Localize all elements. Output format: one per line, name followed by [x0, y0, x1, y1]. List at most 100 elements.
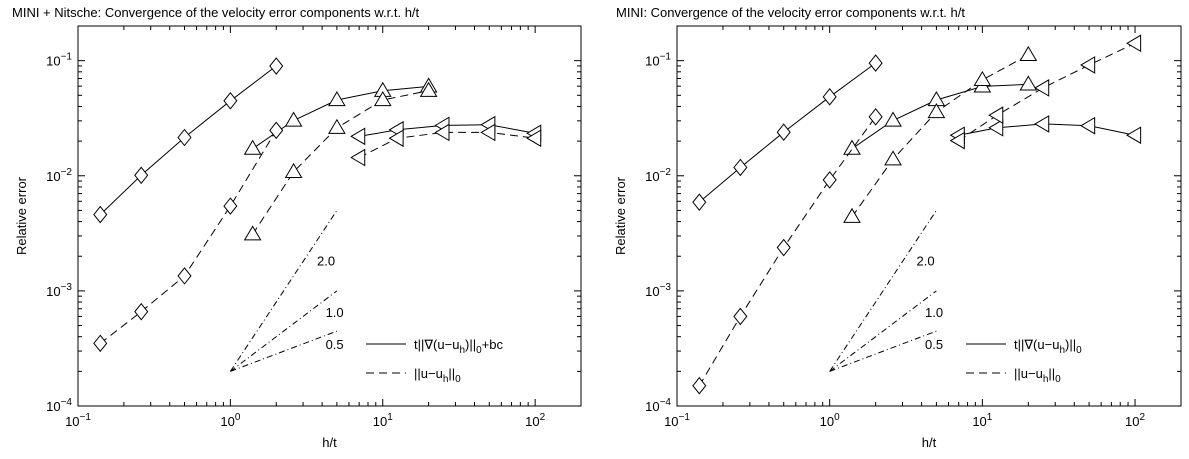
data-marker — [328, 91, 346, 107]
data-marker — [328, 118, 346, 134]
series-line — [252, 90, 429, 235]
x-axis-label: h/t — [322, 435, 337, 450]
x-axis: 10−1 100 101 102 — [664, 26, 1182, 429]
data-marker — [134, 302, 149, 321]
data-marker — [269, 121, 284, 140]
series-0 — [692, 54, 883, 211]
data-marker — [177, 267, 192, 285]
data-marker — [927, 103, 946, 119]
series-1 — [243, 77, 438, 155]
data-marker — [373, 91, 392, 107]
data-marker — [243, 139, 262, 155]
legend-label: ||u−uh||0 — [1014, 366, 1061, 385]
x-tick-label: 101 — [373, 412, 393, 429]
chart-panel-left: MINI + Nitsche: Convergence of the veloc… — [12, 5, 582, 450]
data-marker — [868, 108, 883, 126]
slope-label: 1.0 — [925, 305, 943, 320]
y-tick-label: 10−1 — [645, 52, 671, 69]
data-marker — [1126, 34, 1142, 53]
data-marker — [526, 129, 542, 148]
series-1 — [843, 75, 1038, 155]
series-5 — [949, 34, 1142, 150]
x-tick-label: 100 — [220, 412, 240, 429]
y-tick-label: 10−3 — [46, 282, 72, 299]
slope-label: 1.0 — [326, 305, 344, 320]
data-marker — [868, 54, 883, 72]
data-marker — [733, 158, 748, 177]
data-marker — [1019, 75, 1038, 91]
data-marker — [949, 131, 965, 150]
data-marker — [692, 376, 707, 395]
slope-line — [230, 330, 338, 372]
series-line — [358, 131, 536, 158]
x-axis-label: h/t — [922, 435, 937, 450]
slope-label: 2.0 — [317, 253, 335, 268]
data-marker — [988, 118, 1004, 137]
x-tick-label: 101 — [972, 412, 992, 429]
slope-label: 2.0 — [917, 253, 935, 268]
data-marker — [1080, 116, 1096, 135]
data-marker — [1080, 56, 1096, 74]
plot-frame — [77, 25, 582, 407]
series-line — [958, 42, 1136, 142]
series-4 — [243, 81, 438, 241]
slope-label: 0.5 — [925, 337, 943, 352]
data-marker — [843, 139, 861, 155]
y-tick-label: 10−1 — [46, 52, 72, 69]
data-marker — [269, 57, 284, 75]
chart-title: MINI + Nitsche: Convergence of the veloc… — [12, 5, 420, 20]
plot-frame — [676, 25, 1182, 407]
y-tick-label: 10−4 — [46, 397, 72, 414]
data-marker — [434, 123, 450, 142]
series-2 — [949, 115, 1142, 145]
data-marker — [388, 129, 404, 148]
series-5 — [350, 123, 542, 167]
data-marker — [1126, 126, 1142, 145]
chart-title: MINI: Convergence of the velocity error … — [616, 5, 965, 20]
data-marker — [177, 128, 192, 147]
data-marker — [973, 70, 992, 86]
x-tick-label: 102 — [1125, 412, 1145, 429]
data-marker — [1034, 115, 1050, 133]
x-tick-label: 10−1 — [65, 412, 91, 429]
data-marker — [884, 111, 902, 127]
data-marker — [134, 166, 149, 185]
data-marker — [284, 111, 303, 127]
data-marker — [884, 150, 902, 166]
y-tick-label: 10−2 — [46, 167, 72, 184]
legend-label: ||u−uh||0 — [414, 366, 461, 385]
x-axis: 10−1 100 101 102 — [65, 26, 582, 429]
data-marker — [350, 148, 366, 167]
data-marker — [692, 193, 707, 211]
x-tick-label: 100 — [820, 412, 840, 429]
data-marker — [223, 197, 238, 215]
data-marker — [822, 88, 837, 106]
series-group — [692, 34, 1142, 395]
y-axis: 10−4 10−3 10−2 10−1 — [46, 25, 581, 414]
series-group — [93, 57, 542, 353]
legend: t||∇(u−uh)||0+bc ||u−uh||0 — [366, 337, 503, 385]
data-marker — [350, 127, 366, 146]
data-marker — [1019, 45, 1038, 61]
legend-label: t||∇(u−uh)||0+bc — [414, 337, 503, 356]
data-marker — [1034, 79, 1050, 97]
chart-plot-right: 10−1 100 101 102 10−4 10−3 10−2 10−1 h/t Relative… — [613, 25, 1182, 450]
series-4 — [843, 45, 1038, 223]
slope-line — [230, 290, 338, 372]
data-marker — [480, 123, 496, 142]
series-0 — [93, 57, 284, 224]
data-marker — [419, 81, 438, 97]
y-tick-label: 10−3 — [645, 282, 671, 299]
data-marker — [776, 123, 791, 142]
slope-triangle: 2.0 1.0 0.5 — [229, 210, 344, 372]
slope-line — [829, 210, 937, 372]
data-marker — [843, 207, 861, 223]
data-marker — [93, 334, 108, 353]
x-tick-label: 102 — [525, 412, 545, 429]
data-marker — [822, 171, 837, 189]
x-tick-label: 10−1 — [664, 412, 690, 429]
data-marker — [284, 162, 303, 179]
slope-line — [829, 330, 937, 372]
data-marker — [776, 238, 791, 257]
y-axis: 10−4 10−3 10−2 10−1 — [645, 25, 1181, 414]
